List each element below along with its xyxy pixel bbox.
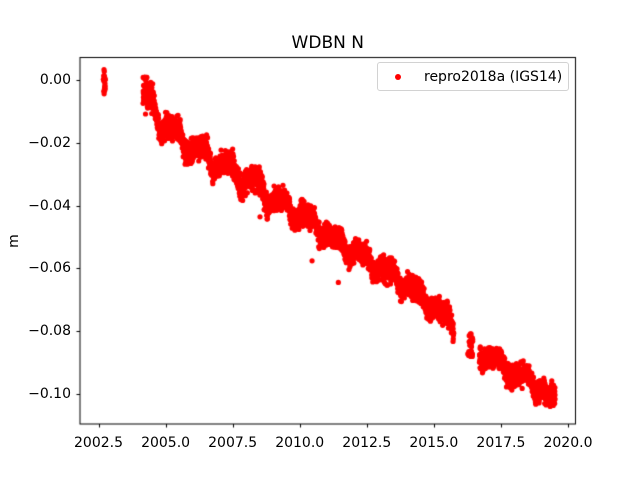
y-tick-label: −0.06: [28, 260, 71, 277]
legend-marker-dot-icon: [395, 73, 401, 80]
x-tick-label: 2005.0: [141, 435, 191, 451]
y-axis-label: m: [6, 234, 22, 248]
x-tick-label: 2007.5: [208, 435, 258, 451]
x-tick-label: 2015.0: [409, 435, 459, 451]
y-tick-label: −0.08: [28, 323, 71, 340]
legend: repro2018a (IGS14): [377, 62, 569, 91]
y-tick-label: −0.04: [28, 197, 71, 214]
x-tick-label: 2012.5: [342, 435, 392, 451]
chart-title: WDBN N: [291, 33, 364, 53]
x-tick-label: 2010.0: [275, 435, 325, 451]
x-tick-label: 2002.5: [74, 435, 123, 451]
legend-label: repro2018a (IGS14): [424, 68, 563, 85]
y-tick-label: −0.02: [28, 134, 71, 151]
y-tick-label: −0.10: [28, 385, 71, 402]
x-tick-label: 2020.0: [543, 435, 593, 451]
x-tick-label: 2017.5: [476, 435, 526, 451]
y-tick-label: 0.00: [39, 71, 71, 88]
